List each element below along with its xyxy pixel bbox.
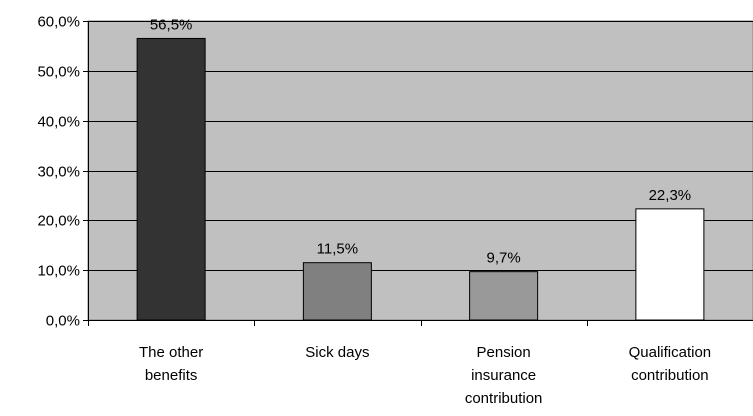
data-labels: 56,5% 11,5% 9,7% 22,3% <box>150 16 691 266</box>
y-tick-label: 60,0% <box>37 14 80 31</box>
category-label-line: Sick days <box>305 344 369 361</box>
category-label: Qualification contribution <box>629 344 712 384</box>
category-label: The other benefits <box>139 344 203 384</box>
category-label: Sick days <box>305 344 369 361</box>
y-tick-label: 20,0% <box>37 213 80 230</box>
y-tick-label: 0,0% <box>46 313 80 330</box>
category-label-line: Qualification <box>629 344 712 361</box>
category-label-line: insurance <box>471 367 536 384</box>
bar <box>302 262 372 321</box>
bar <box>469 271 539 321</box>
bar <box>136 37 206 321</box>
y-tick-label: 10,0% <box>37 263 80 280</box>
data-label: 11,5% <box>317 241 358 258</box>
bar <box>635 208 705 321</box>
category-label-line: contribution <box>631 367 709 384</box>
y-tick-label: 30,0% <box>37 164 80 181</box>
category-label-line: The other <box>139 344 203 361</box>
category-labels: The other benefits Sick days Pension insuran… <box>139 344 711 407</box>
category-label-line: Pension <box>477 344 531 361</box>
y-tick-label: 50,0% <box>37 64 80 81</box>
category-label-line: benefits <box>145 367 198 384</box>
y-tick-label: 40,0% <box>37 114 80 131</box>
data-label: 56,5% <box>150 16 193 33</box>
category-label-line: contribution <box>465 390 543 407</box>
y-tick-labels: 0,0% 10,0% 20,0% 30,0% 40,0% 50,0% 60,0% <box>37 14 80 330</box>
axes <box>83 21 753 326</box>
data-label: 22,3% <box>649 187 692 204</box>
category-label: Pension insurance contribution <box>465 344 543 407</box>
data-label: 9,7% <box>487 250 521 267</box>
